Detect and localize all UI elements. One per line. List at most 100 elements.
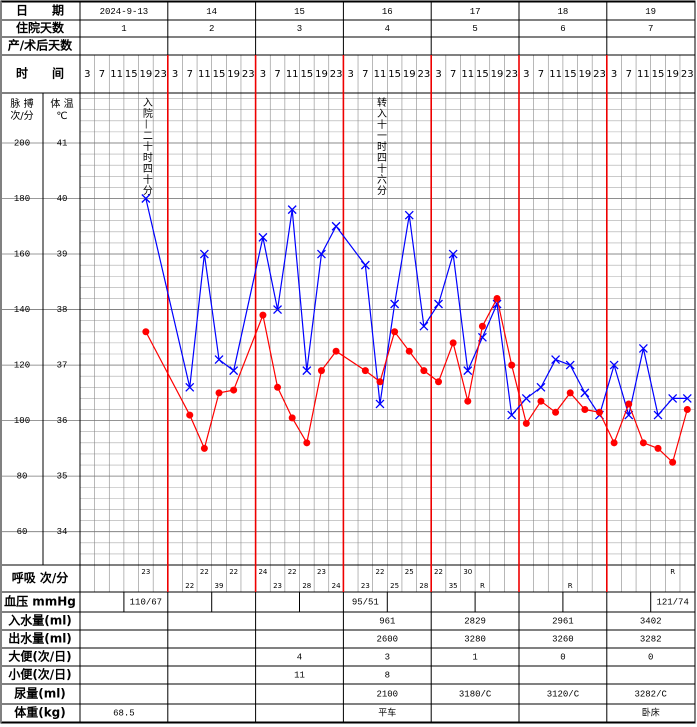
- annotation: 入院—二十时四十分: [140, 97, 152, 196]
- y2-tick-label: 180: [14, 194, 30, 204]
- respiration: 22: [229, 568, 238, 576]
- point: [537, 397, 545, 405]
- point: [288, 414, 296, 422]
- hospital-day: 6: [560, 24, 565, 34]
- respiration: R: [568, 582, 573, 590]
- time-slot: 15: [125, 69, 138, 80]
- respiration: 22: [288, 568, 297, 576]
- y2-tick-label: 160: [14, 249, 30, 259]
- point: [200, 444, 208, 452]
- point: [375, 399, 385, 409]
- point: [419, 321, 429, 331]
- point: [199, 249, 209, 259]
- time-slot: 3: [172, 69, 178, 80]
- urination: 11: [294, 670, 305, 680]
- date: 19: [645, 7, 656, 17]
- stool: 0: [648, 652, 653, 662]
- intake: 3402: [640, 616, 662, 626]
- point: [551, 355, 561, 365]
- respiration: 25: [390, 582, 399, 590]
- y-tick-label: 39: [57, 249, 68, 259]
- row-label: 日 期: [16, 3, 64, 18]
- urine_volume: 2100: [376, 689, 398, 699]
- row-label: 小便(次/日): [8, 667, 71, 682]
- respiration: 24: [258, 568, 267, 576]
- date: 16: [382, 7, 393, 17]
- time-slot: 7: [187, 69, 193, 80]
- weight: 卧床: [642, 706, 660, 718]
- row-label: 入水量(ml): [8, 613, 72, 628]
- point: [552, 408, 560, 416]
- row-label: 尿量(ml): [14, 686, 66, 701]
- row-label: 时 间: [16, 66, 64, 81]
- respiration: 28: [302, 582, 311, 590]
- point: [669, 458, 677, 466]
- time-slot: 7: [450, 69, 456, 80]
- hospital-day: 5: [472, 24, 477, 34]
- point: [230, 386, 238, 394]
- urination: 8: [385, 670, 390, 680]
- output: 2600: [376, 634, 398, 644]
- respiration: 22: [376, 568, 385, 576]
- point: [303, 439, 311, 447]
- intake: 2829: [464, 616, 486, 626]
- axis-header: 脉 搏: [10, 97, 33, 110]
- point: [185, 382, 195, 392]
- point: [258, 232, 268, 242]
- date: 14: [206, 7, 217, 17]
- point: [404, 210, 414, 220]
- time-slot: 11: [374, 69, 387, 80]
- respiration: 39: [215, 582, 224, 590]
- time-slot: 11: [461, 69, 474, 80]
- row-label: 体重(kg): [14, 705, 66, 720]
- point: [141, 194, 151, 203]
- point: [332, 347, 340, 355]
- hospital-day: 3: [297, 24, 302, 34]
- point: [463, 366, 473, 376]
- time-slot: 23: [593, 69, 606, 80]
- time-slot: 15: [388, 69, 401, 80]
- series-line: [145, 198, 688, 417]
- respiration: 24: [332, 582, 341, 590]
- y-tick-label: 35: [57, 472, 68, 482]
- point: [390, 299, 400, 309]
- time-slot: 15: [564, 69, 577, 80]
- point: [521, 393, 531, 403]
- respiration: 30: [463, 568, 472, 576]
- point: [668, 393, 678, 403]
- time-slot: 7: [538, 69, 544, 80]
- time-slot: 19: [578, 69, 591, 80]
- urine_volume: 3282/C: [634, 689, 667, 699]
- time-slot: 19: [666, 69, 679, 80]
- output: 3282: [640, 634, 662, 644]
- row-label: 出水量(ml): [8, 631, 72, 646]
- hospital-day: 4: [385, 24, 390, 34]
- point: [186, 411, 194, 419]
- point: [639, 439, 647, 447]
- respiration: 23: [361, 582, 370, 590]
- respiration: 28: [419, 582, 428, 590]
- point: [215, 389, 223, 397]
- row-label: 大便(次/日): [8, 649, 71, 664]
- blood-pressure: 110/67: [130, 597, 162, 607]
- series-line: [145, 296, 688, 464]
- point: [448, 249, 458, 259]
- point: [259, 311, 267, 319]
- point: [317, 367, 325, 375]
- point: [420, 367, 428, 375]
- point: [595, 408, 603, 416]
- point: [508, 361, 516, 369]
- point: [274, 383, 282, 391]
- stool: 4: [297, 652, 302, 662]
- respiration: 22: [185, 582, 194, 590]
- date: 18: [557, 7, 568, 17]
- y2-tick-label: 200: [14, 138, 30, 148]
- stool: 0: [560, 652, 565, 662]
- point: [638, 343, 648, 353]
- urine_volume: 3120/C: [547, 689, 580, 699]
- point: [566, 389, 574, 397]
- point: [273, 305, 283, 315]
- urine_volume: 3180/C: [459, 689, 492, 699]
- time-slot: 23: [154, 69, 167, 80]
- point: [653, 410, 663, 420]
